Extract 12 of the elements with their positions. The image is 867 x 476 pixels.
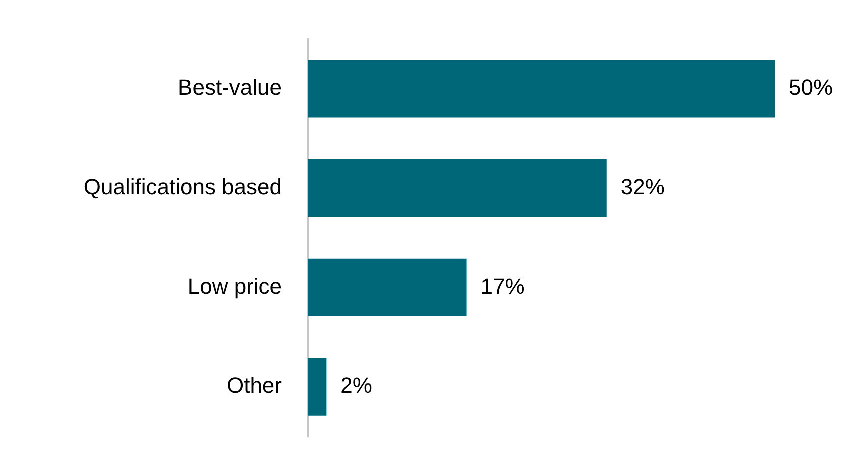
y-tick-label: Low price	[188, 274, 282, 299]
data-label: 50%	[789, 74, 834, 100]
data-label: 2%	[340, 373, 372, 398]
bar	[308, 258, 467, 317]
y-tick-label: Qualifications based	[84, 174, 282, 200]
y-tick-label: Other	[226, 373, 282, 398]
bar	[308, 358, 327, 416]
data-label: 17%	[480, 274, 525, 299]
bar	[308, 159, 607, 218]
data-label: 32%	[620, 174, 665, 200]
bar	[308, 60, 775, 118]
y-tick-label: Best-value	[178, 74, 282, 100]
